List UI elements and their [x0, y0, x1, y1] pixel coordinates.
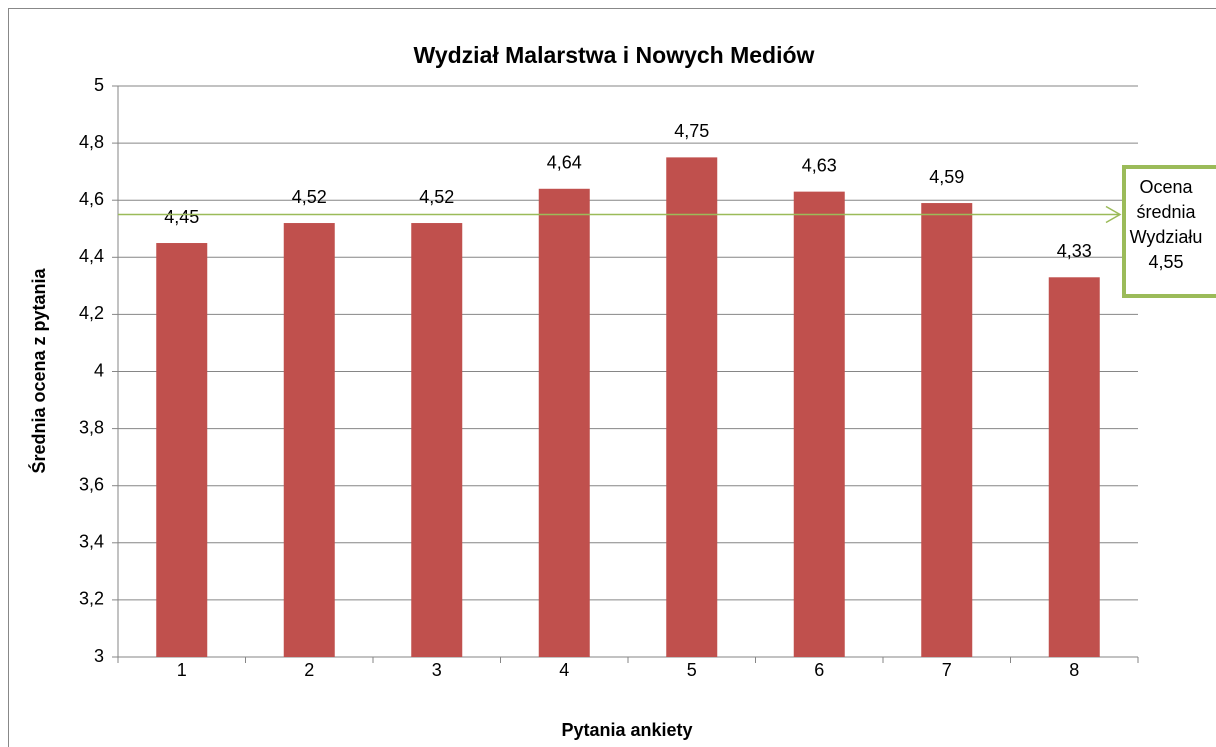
bar: [666, 157, 718, 657]
value-label: 4,63: [802, 155, 837, 175]
bar: [283, 223, 335, 658]
y-tick-label: 3,4: [79, 532, 104, 552]
x-tick-label: 4: [559, 660, 569, 680]
y-tick-label: 4: [94, 360, 104, 380]
y-tick-label: 3,6: [79, 474, 104, 494]
x-tick-label: 5: [687, 660, 697, 680]
value-label: 4,64: [547, 153, 582, 173]
value-label: 4,45: [164, 207, 199, 227]
x-tick-label: 2: [304, 660, 314, 680]
x-tick-label: 8: [1069, 660, 1079, 680]
average-arrow: [1105, 205, 1122, 224]
chart-title: Wydział Malarstwa i Nowych Mediów: [414, 42, 815, 68]
annotation-text: średnia: [1136, 202, 1196, 222]
value-label: 4,59: [929, 167, 964, 187]
value-label: 4,75: [674, 121, 709, 141]
x-tick-label: 6: [814, 660, 824, 680]
value-label: 4,52: [292, 187, 327, 207]
y-tick-label: 5: [94, 75, 104, 95]
annotation-text: Wydziału: [1130, 227, 1203, 247]
annotation-value: 4,55: [1148, 252, 1183, 272]
bar: [793, 191, 845, 657]
bar: [538, 188, 590, 657]
y-tick-label: 3,2: [79, 589, 104, 609]
y-tick-label: 4,6: [79, 189, 104, 209]
y-tick-label: 3: [94, 646, 104, 666]
x-tick-label: 7: [942, 660, 952, 680]
x-axis-label: Pytania ankiety: [561, 720, 692, 740]
y-tick-label: 4,8: [79, 132, 104, 152]
y-tick-label: 4,2: [79, 303, 104, 323]
y-axis-label: Średnia ocena z pytania: [28, 267, 49, 473]
bar: [411, 223, 463, 658]
y-tick-label: 3,8: [79, 417, 104, 437]
bar: [1048, 277, 1100, 657]
chart-border: [8, 8, 1216, 747]
y-tick-label: 4,4: [79, 246, 104, 266]
value-label: 4,33: [1057, 241, 1092, 261]
bar: [156, 243, 208, 657]
bar: [921, 203, 973, 657]
x-tick-label: 1: [177, 660, 187, 680]
annotation-text: Ocena: [1139, 177, 1193, 197]
annotation-box: [1122, 165, 1216, 298]
x-tick-label: 3: [432, 660, 442, 680]
value-label: 4,52: [419, 187, 454, 207]
